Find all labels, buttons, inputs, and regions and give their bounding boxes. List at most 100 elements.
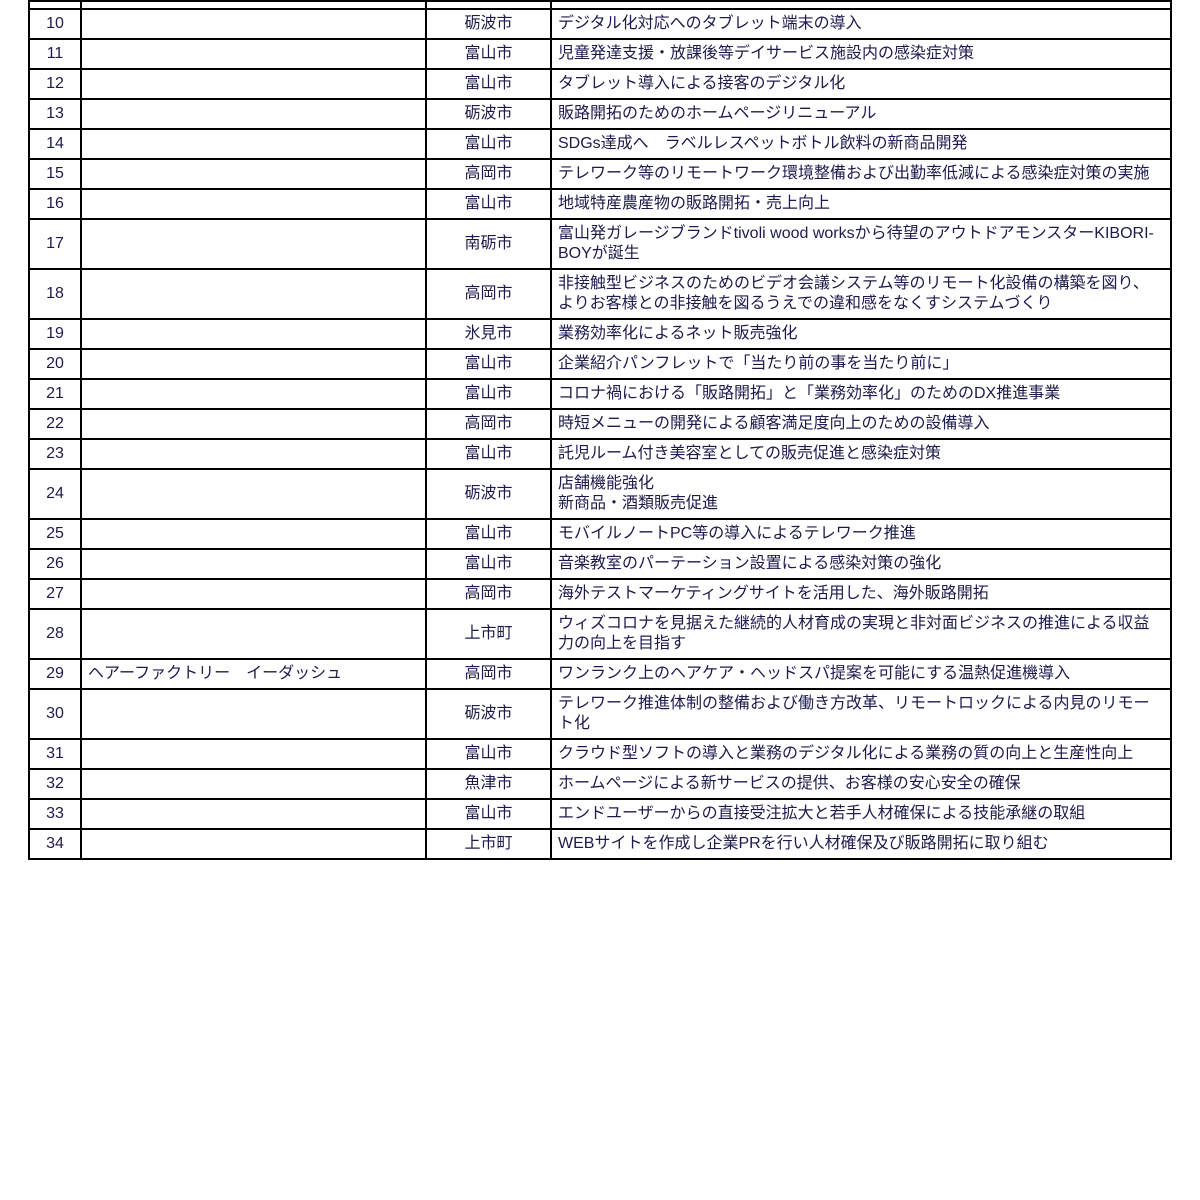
table-body: 10砺波市デジタル化対応へのタブレット端末の導入11富山市児童発達支援・放課後等… xyxy=(29,1,1171,859)
cell-name xyxy=(81,99,426,129)
table-row: 29ヘアーファクトリー イーダッシュ高岡市ワンランク上のヘアケア・ヘッドスパ提案… xyxy=(29,659,1171,689)
cell-num: 29 xyxy=(29,659,81,689)
cell-name xyxy=(81,409,426,439)
cell-desc: 海外テストマーケティングサイトを活用した、海外販路開拓 xyxy=(551,579,1171,609)
cell-city: 砺波市 xyxy=(426,469,551,519)
cell-num: 30 xyxy=(29,689,81,739)
cell-city: 富山市 xyxy=(426,69,551,99)
cell-name xyxy=(81,189,426,219)
table-row: 12 富山市タブレット導入による接客のデジタル化 xyxy=(29,69,1171,99)
table-row: 13砺波市販路開拓のためのホームページリニューアル xyxy=(29,99,1171,129)
cell-num: 14 xyxy=(29,129,81,159)
cell-desc: 店舗機能強化新商品・酒類販売促進 xyxy=(551,469,1171,519)
table-row: 10砺波市デジタル化対応へのタブレット端末の導入 xyxy=(29,9,1171,39)
table-row: 21富山市コロナ禍における「販路開拓」と「業務効率化」のためのDX推進事業 xyxy=(29,379,1171,409)
page: 10砺波市デジタル化対応へのタブレット端末の導入11富山市児童発達支援・放課後等… xyxy=(0,0,1200,1200)
cell-name xyxy=(81,1,426,9)
cell-desc: WEBサイトを作成し企業PRを行い人材確保及び販路開拓に取り組む xyxy=(551,829,1171,859)
cell-name xyxy=(81,379,426,409)
table-row: 34上市町WEBサイトを作成し企業PRを行い人材確保及び販路開拓に取り組む xyxy=(29,829,1171,859)
cell-num: 26 xyxy=(29,549,81,579)
cell-city: 南砺市 xyxy=(426,219,551,269)
cell-desc: 時短メニューの開発による顧客満足度向上のための設備導入 xyxy=(551,409,1171,439)
cell-name xyxy=(81,829,426,859)
cell-desc: 業務効率化によるネット販売強化 xyxy=(551,319,1171,349)
cell-name xyxy=(81,349,426,379)
cell-num: 27 xyxy=(29,579,81,609)
cell-city: 魚津市 xyxy=(426,769,551,799)
table-row: 24 砺波市店舗機能強化新商品・酒類販売促進 xyxy=(29,469,1171,519)
table-row: 33富山市エンドユーザーからの直接受注拡大と若手人材確保による技能承継の取組 xyxy=(29,799,1171,829)
table-row: 15高岡市テレワーク等のリモートワーク環境整備および出勤率低減による感染症対策の… xyxy=(29,159,1171,189)
cell-name xyxy=(81,579,426,609)
cell-name xyxy=(81,739,426,769)
projects-table: 10砺波市デジタル化対応へのタブレット端末の導入11富山市児童発達支援・放課後等… xyxy=(28,0,1172,860)
cell-desc: SDGs達成へ ラベルレスペットボトル飲料の新商品開発 xyxy=(551,129,1171,159)
cell-num: 11 xyxy=(29,39,81,69)
cell-num: 21 xyxy=(29,379,81,409)
table-row: 22高岡市時短メニューの開発による顧客満足度向上のための設備導入 xyxy=(29,409,1171,439)
cell-city: 高岡市 xyxy=(426,269,551,319)
table-row: 32魚津市ホームページによる新サービスの提供、お客様の安心安全の確保 xyxy=(29,769,1171,799)
cell-num: 17 xyxy=(29,219,81,269)
cell-num xyxy=(29,1,81,9)
cell-name xyxy=(81,9,426,39)
cell-desc: エンドユーザーからの直接受注拡大と若手人材確保による技能承継の取組 xyxy=(551,799,1171,829)
cell-name xyxy=(81,319,426,349)
cell-num: 24 xyxy=(29,469,81,519)
cell-city: 砺波市 xyxy=(426,689,551,739)
cell-name xyxy=(81,219,426,269)
cell-desc: テレワーク推進体制の整備および働き方改革、リモートロックによる内見のリモート化 xyxy=(551,689,1171,739)
cell-name xyxy=(81,269,426,319)
cell-name xyxy=(81,519,426,549)
cell-name xyxy=(81,159,426,189)
cell-desc: 非接触型ビジネスのためのビデオ会議システム等のリモート化設備の構築を図り、よりお… xyxy=(551,269,1171,319)
table-row: 26富山市音楽教室のパーテーション設置による感染対策の強化 xyxy=(29,549,1171,579)
cell-desc: ウィズコロナを見据えた継続的人材育成の実現と非対面ビジネスの推進による収益力の向… xyxy=(551,609,1171,659)
table-row: 17南砺市富山発ガレージブランドtivoli wood worksから待望のアウ… xyxy=(29,219,1171,269)
cell-desc: テレワーク等のリモートワーク環境整備および出勤率低減による感染症対策の実施 xyxy=(551,159,1171,189)
cell-desc: クラウド型ソフトの導入と業務のデジタル化による業務の質の向上と生産性向上 xyxy=(551,739,1171,769)
table-row-cut xyxy=(29,1,1171,9)
cell-desc: ホームページによる新サービスの提供、お客様の安心安全の確保 xyxy=(551,769,1171,799)
cell-name xyxy=(81,769,426,799)
cell-name xyxy=(81,39,426,69)
cell-desc: コロナ禍における「販路開拓」と「業務効率化」のためのDX推進事業 xyxy=(551,379,1171,409)
table-row: 20富山市企業紹介パンフレットで「当たり前の事を当たり前に」 xyxy=(29,349,1171,379)
cell-city: 高岡市 xyxy=(426,579,551,609)
cell-city: 砺波市 xyxy=(426,99,551,129)
table-row: 25富山市モバイルノートPC等の導入によるテレワーク推進 xyxy=(29,519,1171,549)
cell-desc: 企業紹介パンフレットで「当たり前の事を当たり前に」 xyxy=(551,349,1171,379)
cell-name xyxy=(81,129,426,159)
cell-num: 28 xyxy=(29,609,81,659)
cell-num: 10 xyxy=(29,9,81,39)
cell-city: 富山市 xyxy=(426,39,551,69)
table-row: 14富山市SDGs達成へ ラベルレスペットボトル飲料の新商品開発 xyxy=(29,129,1171,159)
table-row: 27 高岡市海外テストマーケティングサイトを活用した、海外販路開拓 xyxy=(29,579,1171,609)
cell-num: 12 xyxy=(29,69,81,99)
cell-name xyxy=(81,69,426,99)
cell-num: 25 xyxy=(29,519,81,549)
cell-city: 富山市 xyxy=(426,549,551,579)
cell-desc: 販路開拓のためのホームページリニューアル xyxy=(551,99,1171,129)
cell-num: 22 xyxy=(29,409,81,439)
cell-desc: タブレット導入による接客のデジタル化 xyxy=(551,69,1171,99)
cell-city: 富山市 xyxy=(426,439,551,469)
cell-name xyxy=(81,439,426,469)
cell-name xyxy=(81,469,426,519)
cell-desc: ワンランク上のヘアケア・ヘッドスパ提案を可能にする温熱促進機導入 xyxy=(551,659,1171,689)
cell-desc: モバイルノートPC等の導入によるテレワーク推進 xyxy=(551,519,1171,549)
cell-num: 23 xyxy=(29,439,81,469)
cell-num: 34 xyxy=(29,829,81,859)
cell-desc: 地域特産農産物の販路開拓・売上向上 xyxy=(551,189,1171,219)
table-row: 18高岡市非接触型ビジネスのためのビデオ会議システム等のリモート化設備の構築を図… xyxy=(29,269,1171,319)
table-row: 28上市町ウィズコロナを見据えた継続的人材育成の実現と非対面ビジネスの推進による… xyxy=(29,609,1171,659)
cell-city: 氷見市 xyxy=(426,319,551,349)
cell-city: 砺波市 xyxy=(426,9,551,39)
cell-city: 富山市 xyxy=(426,739,551,769)
cell-desc: 託児ルーム付き美容室としての販売促進と感染症対策 xyxy=(551,439,1171,469)
cell-name xyxy=(81,689,426,739)
cell-desc xyxy=(551,1,1171,9)
cell-num: 33 xyxy=(29,799,81,829)
table-row: 16富山市地域特産農産物の販路開拓・売上向上 xyxy=(29,189,1171,219)
